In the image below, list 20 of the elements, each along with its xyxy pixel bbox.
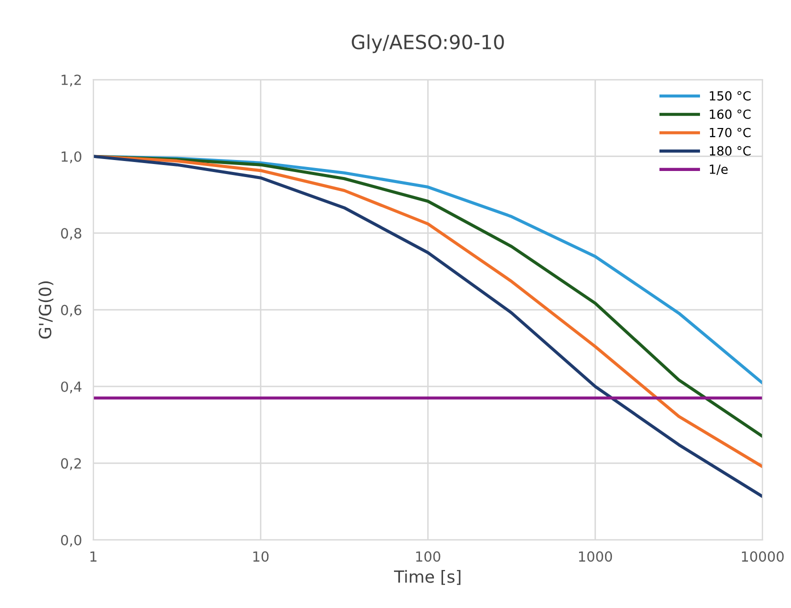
y-tick-label: 1,2 xyxy=(62,74,81,87)
y-tick-label: 1,0 xyxy=(62,151,82,164)
y-axis-title: G'/G(0) xyxy=(38,281,54,339)
chart-title: Gly/AESO:90-10 xyxy=(352,34,504,54)
legend-label: 160 °C xyxy=(710,109,751,119)
y-tick-label: 0,0 xyxy=(61,534,82,547)
x-tick-label: 10 xyxy=(253,551,269,562)
x-tick-label: 10000 xyxy=(742,551,784,562)
y-tick-label: 0,6 xyxy=(61,304,82,317)
y-tick-label: 0,8 xyxy=(61,228,82,240)
x-tick-label: 100 xyxy=(416,551,440,562)
x-axis-title: Time [s] xyxy=(394,570,460,585)
x-tick-label: 1 xyxy=(90,551,96,562)
legend-label: 180 °C xyxy=(710,146,751,156)
y-tick-label: 0,2 xyxy=(61,458,81,470)
legend-label: 150 °C xyxy=(710,91,751,101)
x-tick-label: 1000 xyxy=(579,551,612,562)
legend-label: 1/e xyxy=(710,164,728,175)
y-tick-label: 0,4 xyxy=(61,381,82,394)
legend-label: 170 °C xyxy=(710,128,751,138)
